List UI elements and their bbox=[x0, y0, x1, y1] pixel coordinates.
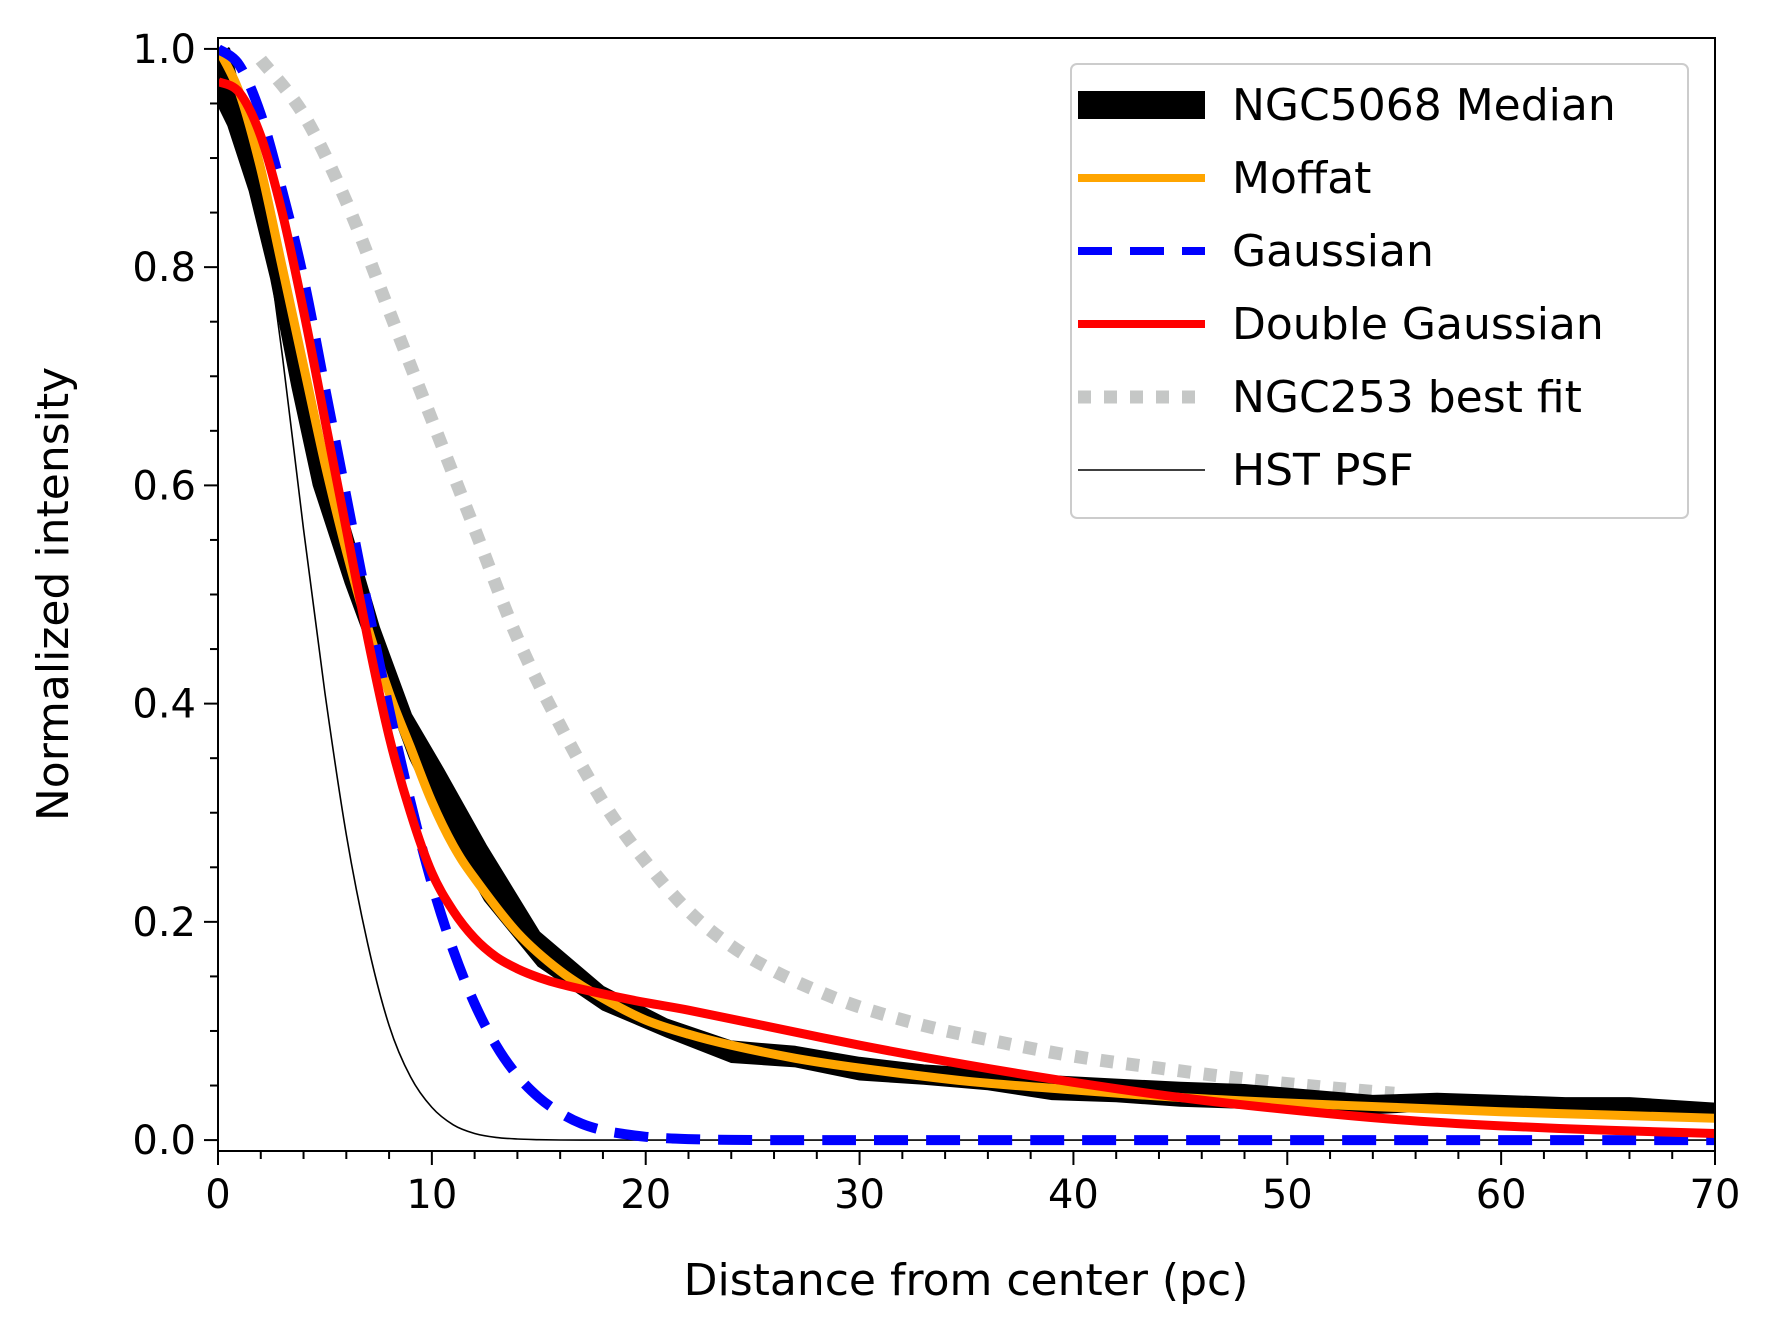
legend: NGC5068 Median Moffat Gaussian Double Gauss… bbox=[1070, 63, 1689, 519]
axes: 0 10 20 30 40 50 60 70 0.0 0.2 0.4 0.6 0.8 1.0 bbox=[132, 27, 1740, 1218]
x-tick-label: 0 bbox=[205, 1172, 230, 1218]
legend-entry-ngc253-best-fit-label: NGC253 best fit bbox=[1232, 372, 1582, 423]
legend-entry-double-gaussian: Double Gaussian bbox=[1078, 299, 1604, 350]
y-tick-label: 0.4 bbox=[132, 682, 196, 728]
legend-entry-ngc5068-median: NGC5068 Median bbox=[1078, 80, 1616, 131]
y-tick-label: 1.0 bbox=[132, 27, 196, 73]
x-tick-label: 20 bbox=[620, 1172, 671, 1218]
legend-entry-gaussian-label: Gaussian bbox=[1232, 226, 1434, 277]
x-tick-label: 50 bbox=[1262, 1172, 1313, 1218]
legend-entry-hst-psf: HST PSF bbox=[1078, 445, 1414, 496]
legend-entry-ngc253-best-fit: NGC253 best fit bbox=[1078, 372, 1582, 423]
legend-frame bbox=[1070, 63, 1689, 519]
x-tick-label: 60 bbox=[1476, 1172, 1527, 1218]
series-ngc253-best-fit bbox=[255, 55, 1395, 1100]
legend-entry-moffat-label: Moffat bbox=[1232, 153, 1371, 204]
x-tick-label: 10 bbox=[406, 1172, 457, 1218]
y-tick-label: 0.2 bbox=[132, 900, 196, 946]
x-tick-label: 30 bbox=[834, 1172, 885, 1218]
y-tick-label: 0.8 bbox=[132, 245, 196, 291]
legend-entry-hst-psf-label: HST PSF bbox=[1232, 445, 1414, 496]
legend-entry-moffat: Moffat bbox=[1078, 153, 1371, 204]
legend-entry-gaussian: Gaussian bbox=[1078, 226, 1434, 277]
x-tick-label: 40 bbox=[1048, 1172, 1099, 1218]
plot-area bbox=[218, 44, 1715, 1146]
series-double-gaussian bbox=[218, 77, 1715, 1138]
y-tick-label: 0.6 bbox=[132, 463, 196, 509]
series-gaussian bbox=[218, 44, 1715, 1146]
x-tick-label: 70 bbox=[1690, 1172, 1741, 1218]
x-axis-label: Distance from center (pc) bbox=[684, 1255, 1249, 1306]
legend-entry-ngc5068-median-label: NGC5068 Median bbox=[1232, 80, 1616, 131]
y-tick-label: 0.0 bbox=[132, 1118, 196, 1164]
legend-entry-double-gaussian-label: Double Gaussian bbox=[1232, 299, 1604, 350]
y-axis-label: Normalized intensity bbox=[28, 367, 79, 821]
series-hst-psf bbox=[218, 48, 1715, 1141]
